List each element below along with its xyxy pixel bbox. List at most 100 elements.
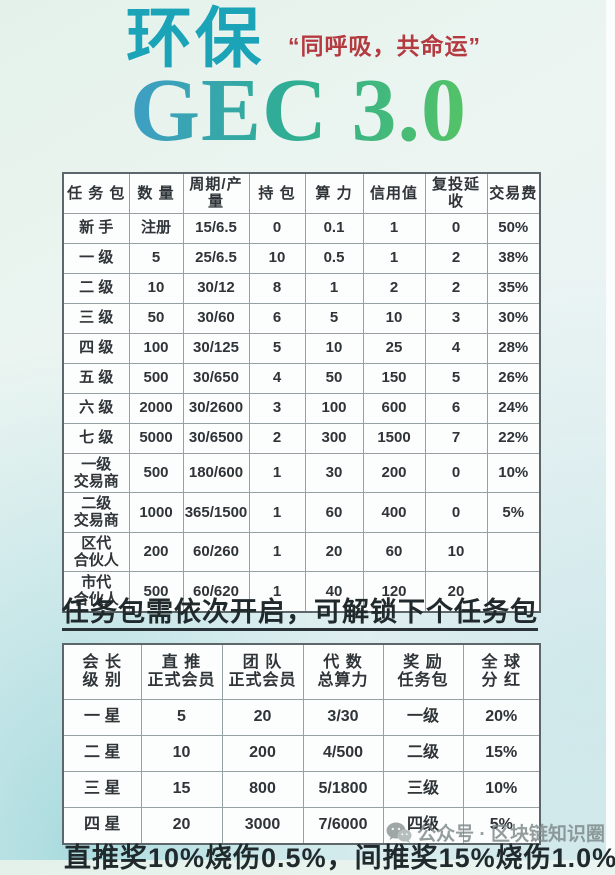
column-header: 会 长 级 别 <box>62 643 142 700</box>
table-cell: 120 <box>362 571 426 612</box>
table-cell: 区代 合伙人 <box>62 531 130 572</box>
table-cell: 6 <box>248 302 306 334</box>
table-cell: 10% <box>486 452 541 493</box>
table-cell: 1 <box>362 212 426 244</box>
table-row: 五 级 500 30/650 4 50 150 5 26% <box>62 362 541 394</box>
table-cell: 三 星 <box>62 771 142 808</box>
table-cell: 3 <box>424 302 488 334</box>
table-cell: 15% <box>462 735 541 772</box>
table-row: 六 级 2000 30/2600 3 100 600 6 24% <box>62 392 541 424</box>
watermark: 公众号 · 区块链知识圈 <box>386 819 605 846</box>
table-row: 市代 合伙人 500 60/620 1 40 120 20 <box>62 571 541 612</box>
table-cell: 5% <box>462 807 541 845</box>
table-cell: 六 级 <box>62 392 130 424</box>
table-cell: 20 <box>424 571 488 612</box>
task-package-table-body: 新 手注册 15/6.5 0 0.1 1 0 50% 一 级 5 25/6.5 10 0.5 1 2 38%… <box>62 212 541 612</box>
table-cell: 四 级 <box>62 332 130 364</box>
table-cell: 50 <box>304 362 364 394</box>
table-row: 七 级 5000 30/6500 2 300 1500 7 22% <box>62 422 541 454</box>
table-cell: 四 星 <box>62 807 142 845</box>
table-cell: 25 <box>362 332 426 364</box>
table-cell: 市代 合伙人 <box>62 571 130 612</box>
table-cell <box>486 571 541 612</box>
table-cell: 22% <box>486 422 541 454</box>
table-cell: 10 <box>128 272 184 304</box>
wechat-icon <box>386 822 412 843</box>
table-cell: 一 级 <box>62 242 130 274</box>
table-cell: 二 星 <box>62 735 142 772</box>
table-cell: 5 <box>140 699 223 736</box>
column-header: 交易费 <box>486 172 541 214</box>
table-cell: 新 手 <box>62 212 130 244</box>
table-cell: 0 <box>424 212 488 244</box>
table-cell: 1 <box>248 452 306 493</box>
table-cell: 200 <box>362 452 426 493</box>
table-cell: 15 <box>140 771 223 808</box>
table-cell: 二级 交易商 <box>62 492 130 533</box>
table-cell: 0 <box>424 452 488 493</box>
table-row: 新 手注册 15/6.5 0 0.1 1 0 50% <box>62 212 541 244</box>
table-cell: 20% <box>462 699 541 736</box>
table-cell: 30/6500 <box>182 422 250 454</box>
column-header: 持 包 <box>248 172 306 214</box>
table-cell: 三 级 <box>62 302 130 334</box>
table-row: 四 星 20 3000 7/6000 四级 5% <box>62 807 541 845</box>
table-cell: 2 <box>248 422 306 454</box>
table-cell: 26% <box>486 362 541 394</box>
table-cell: 4 <box>248 362 306 394</box>
column-header: 信用值 <box>362 172 426 214</box>
table-cell: 200 <box>221 735 304 772</box>
president-level-table-head: 会 长 级 别直 推 正式会员团 队 正式会员代 数 总算力奖 励 任务包全 球… <box>62 643 541 700</box>
table-cell: 4/500 <box>302 735 384 772</box>
table-row: 三 级 50 30/60 6 5 10 3 30% <box>62 302 541 334</box>
table-cell: 40 <box>304 571 364 612</box>
table-cell: 1000 <box>128 492 184 533</box>
poster-title-cn: 环保 <box>126 1 264 75</box>
table-row: 三 星 15 800 5/1800 三级 10% <box>62 771 541 808</box>
table-cell: 3/30 <box>302 699 384 736</box>
table-cell: 30/2600 <box>182 392 250 424</box>
table-cell: 10% <box>462 771 541 808</box>
table-row: 一级 交易商 500 180/600 1 30 200 0 10% <box>62 452 541 493</box>
table-cell: 30/60 <box>182 302 250 334</box>
table-row: 一 星 5 20 3/30 一级 20% <box>62 699 541 736</box>
table-cell: 5/1800 <box>302 771 384 808</box>
table-cell: 30/12 <box>182 272 250 304</box>
table-cell: 6 <box>424 392 488 424</box>
table-cell: 五 级 <box>62 362 130 394</box>
table-cell: 0.5 <box>304 242 364 274</box>
table-cell: 30 <box>304 452 364 493</box>
president-level-table-body: 一 星 5 20 3/30 一级 20% 二 星 10 200 4/500 二级 15% 三 星 15 80… <box>62 699 541 845</box>
header-row: 会 长 级 别直 推 正式会员团 队 正式会员代 数 总算力奖 励 任务包全 球… <box>62 643 541 700</box>
table-cell: 500 <box>128 362 184 394</box>
table-cell: 5 <box>424 362 488 394</box>
table-cell: 30/650 <box>182 362 250 394</box>
president-level-table: 会 长 级 别直 推 正式会员团 队 正式会员代 数 总算力奖 励 任务包全 球… <box>62 643 541 845</box>
table-cell: 35% <box>486 272 541 304</box>
table-cell: 1 <box>304 272 364 304</box>
table-cell: 30/125 <box>182 332 250 364</box>
column-header: 周期/产量 <box>182 172 250 214</box>
table-cell: 300 <box>304 422 364 454</box>
table-cell: 600 <box>362 392 426 424</box>
table-cell: 5 <box>128 242 184 274</box>
table-cell: 20 <box>304 531 364 572</box>
table-cell: 400 <box>362 492 426 533</box>
column-header: 直 推 正式会员 <box>140 643 223 700</box>
table-cell: 50% <box>486 212 541 244</box>
table-cell: 1 <box>362 242 426 274</box>
unlock-note: 任务包需依次开启，可解锁下个任务包 <box>62 597 538 631</box>
poster-subtitle: “同呼吸，共命运” <box>288 33 481 59</box>
table-cell: 20 <box>140 807 223 845</box>
table-cell: 28% <box>486 332 541 364</box>
table-cell: 2000 <box>128 392 184 424</box>
column-header: 代 数 总算力 <box>302 643 384 700</box>
table-cell: 800 <box>221 771 304 808</box>
watermark-text: 公众号 · 区块链知识圈 <box>417 824 605 845</box>
column-header: 算 力 <box>304 172 364 214</box>
table-cell: 50 <box>128 302 184 334</box>
table-cell: 15/6.5 <box>182 212 250 244</box>
table-cell: 60 <box>362 531 426 572</box>
table-cell: 10 <box>248 242 306 274</box>
